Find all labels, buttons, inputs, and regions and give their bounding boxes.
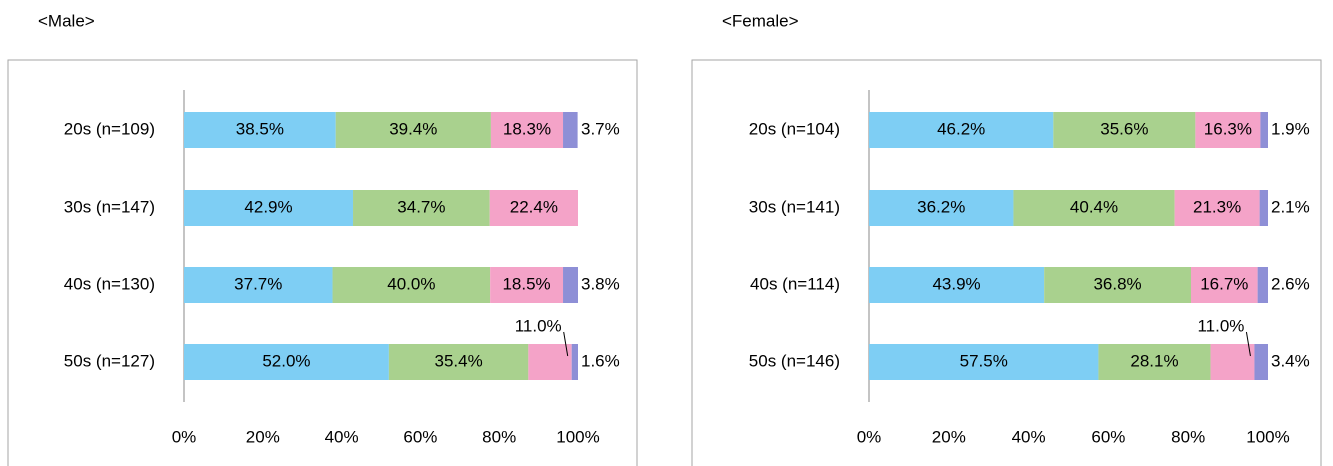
x-tick-label: 20% xyxy=(932,427,966,446)
value-label: 42.9% xyxy=(244,197,292,216)
value-label: 2.6% xyxy=(1271,274,1310,293)
bar-segment xyxy=(563,267,578,303)
value-label: 52.0% xyxy=(262,351,310,370)
bar-segment xyxy=(335,112,491,148)
value-label: 35.4% xyxy=(435,351,483,370)
value-label: 3.8% xyxy=(581,274,620,293)
bar-segment xyxy=(1195,112,1261,148)
bar-segment xyxy=(184,267,333,303)
bar-segment xyxy=(869,344,1099,380)
bar-segment xyxy=(490,267,564,303)
category-label: 20s (n=104) xyxy=(749,119,840,138)
bar-segment xyxy=(869,190,1014,226)
category-label: 40s (n=114) xyxy=(750,274,840,293)
value-label: 36.8% xyxy=(1093,274,1141,293)
value-label: 21.3% xyxy=(1193,197,1241,216)
x-tick-label: 60% xyxy=(1091,427,1125,446)
category-label: 50s (n=146) xyxy=(749,351,840,370)
x-tick-label: 100% xyxy=(556,427,599,446)
value-label: 3.7% xyxy=(581,119,620,138)
bar-segment xyxy=(528,344,572,380)
chart-title: <Female> xyxy=(722,11,799,30)
value-label: 46.2% xyxy=(937,119,985,138)
bar-segment xyxy=(184,190,354,226)
category-label: 20s (n=109) xyxy=(64,119,155,138)
category-label: 30s (n=147) xyxy=(64,197,155,216)
value-label: 18.5% xyxy=(502,274,550,293)
bar-segment xyxy=(1257,267,1268,303)
bar-segment xyxy=(1174,190,1260,226)
value-label: 57.5% xyxy=(960,351,1008,370)
category-label: 40s (n=130) xyxy=(64,274,155,293)
x-tick-label: 80% xyxy=(482,427,516,446)
bar-segment xyxy=(571,344,578,380)
category-label: 50s (n=127) xyxy=(64,351,155,370)
bar-segment xyxy=(489,190,578,226)
value-label: 28.1% xyxy=(1130,351,1178,370)
value-label: 36.2% xyxy=(917,197,965,216)
value-label: 35.6% xyxy=(1100,119,1148,138)
bar-segment xyxy=(1254,344,1268,380)
panel-frame xyxy=(7,59,638,466)
value-label: 2.1% xyxy=(1271,197,1310,216)
bar-segment xyxy=(184,344,389,380)
value-label: 11.0% xyxy=(1197,316,1244,335)
category-label: 30s (n=141) xyxy=(749,197,840,216)
bar-segment xyxy=(353,190,490,226)
value-label: 16.7% xyxy=(1200,274,1248,293)
x-tick-label: 80% xyxy=(1171,427,1205,446)
bar-segment xyxy=(1053,112,1196,148)
bar-segment xyxy=(1098,344,1211,380)
bar-segment xyxy=(490,112,564,148)
x-tick-label: 0% xyxy=(857,427,882,446)
value-label: 22.4% xyxy=(510,197,558,216)
bar-segment xyxy=(184,112,336,148)
bar-segment xyxy=(563,112,578,148)
value-label: 38.5% xyxy=(236,119,284,138)
value-label: 1.9% xyxy=(1271,119,1310,138)
bar-segment xyxy=(388,344,529,380)
value-label: 37.7% xyxy=(234,274,282,293)
value-label: 40.4% xyxy=(1070,197,1118,216)
bar-segment xyxy=(1260,112,1268,148)
bar-segment xyxy=(869,267,1045,303)
value-label: 1.6% xyxy=(581,351,620,370)
bar-segment xyxy=(869,112,1054,148)
x-tick-label: 40% xyxy=(325,427,359,446)
x-tick-label: 60% xyxy=(403,427,437,446)
x-tick-label: 100% xyxy=(1246,427,1289,446)
bar-segment xyxy=(1013,190,1175,226)
x-tick-label: 0% xyxy=(172,427,197,446)
x-tick-label: 40% xyxy=(1012,427,1046,446)
leader-line xyxy=(1245,331,1251,357)
value-label: 43.9% xyxy=(932,274,980,293)
chart-title: <Male> xyxy=(38,11,95,30)
bar-segment xyxy=(1259,190,1268,226)
bar-segment xyxy=(1044,267,1191,303)
value-label: 18.3% xyxy=(503,119,551,138)
bar-segment xyxy=(332,267,491,303)
bar-segment xyxy=(1210,344,1255,380)
value-label: 3.4% xyxy=(1271,351,1310,370)
panel-frame xyxy=(691,59,1322,466)
bar-segment xyxy=(1190,267,1258,303)
leader-line xyxy=(563,331,569,357)
value-label: 39.4% xyxy=(389,119,437,138)
value-label: 16.3% xyxy=(1204,119,1252,138)
value-label: 40.0% xyxy=(387,274,435,293)
value-label: 34.7% xyxy=(397,197,445,216)
x-tick-label: 20% xyxy=(246,427,280,446)
value-label: 11.0% xyxy=(515,316,562,335)
